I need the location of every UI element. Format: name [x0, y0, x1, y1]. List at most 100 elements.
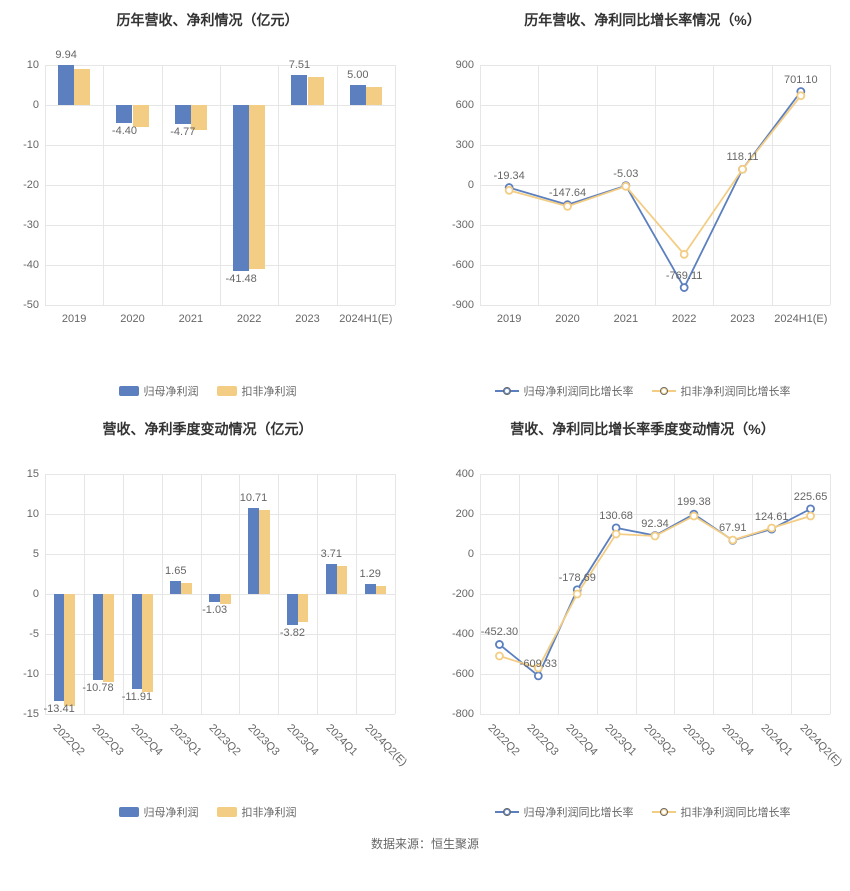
chart-panel-c2: 历年营收、净利同比增长率情况（%） -900-600-30003006009002…	[435, 10, 850, 399]
x-tick-label: 2023Q2	[642, 722, 678, 758]
bar	[337, 566, 348, 594]
value-label: 1.29	[359, 568, 380, 580]
x-tick-label: 2022Q2	[51, 722, 87, 758]
legend-item: 归母净利润	[119, 804, 199, 820]
y-tick-label: -5	[29, 628, 39, 640]
x-tick-label: 2021	[614, 313, 638, 325]
legend-item: 归母净利润	[119, 383, 199, 399]
x-tick-label: 2022Q2	[486, 722, 522, 758]
bar	[74, 69, 90, 105]
y-tick-label: 10	[27, 508, 39, 520]
line-marker	[622, 183, 629, 190]
bar	[209, 594, 220, 602]
chart-title: 营收、净利季度变动情况（亿元）	[0, 419, 415, 439]
bar	[350, 85, 366, 105]
grid-line	[480, 305, 830, 306]
legend: 归母净利润同比增长率 扣非净利润同比增长率	[435, 383, 850, 399]
legend-marker-icon	[661, 809, 667, 815]
legend-swatch-line	[495, 390, 519, 392]
line-chart-svg	[480, 474, 830, 714]
x-tick-label: 2023Q4	[719, 722, 755, 758]
legend-label: 归母净利润	[144, 383, 199, 399]
bar	[93, 594, 104, 680]
value-label: -147.64	[549, 187, 586, 199]
y-tick-label: 0	[33, 588, 39, 600]
y-tick-label: -20	[23, 179, 39, 191]
split-line	[201, 474, 202, 714]
bar	[366, 87, 382, 105]
chart-title: 历年营收、净利情况（亿元）	[0, 10, 415, 30]
value-label: -609.33	[520, 658, 557, 670]
bar	[249, 105, 265, 269]
line-marker	[506, 187, 513, 194]
chart-area: -50-40-30-20-100102019202020212022202320…	[0, 45, 415, 335]
value-label: -41.48	[226, 273, 257, 285]
x-tick-label: 2022	[237, 313, 261, 325]
split-line	[220, 65, 221, 305]
line-marker	[564, 203, 571, 210]
chart-area: -900-600-3000300600900201920202021202220…	[435, 45, 850, 335]
x-tick-label: 2023	[295, 313, 319, 325]
y-tick-label: 0	[468, 548, 474, 560]
value-label: 130.68	[599, 510, 633, 522]
legend-item: 归母净利润同比增长率	[495, 804, 634, 820]
value-label: 7.51	[289, 59, 310, 71]
split-line	[356, 474, 357, 714]
line-marker	[690, 513, 697, 520]
legend: 归母净利润同比增长率 扣非净利润同比增长率	[435, 804, 850, 820]
line-marker	[768, 525, 775, 532]
legend-item: 扣非净利润同比增长率	[652, 804, 791, 820]
x-tick-label: 2023Q2	[207, 722, 243, 758]
legend-swatch-bar	[217, 386, 237, 396]
split-line	[123, 474, 124, 714]
chart-area: -15-10-50510152022Q22022Q32022Q42023Q120…	[0, 454, 415, 744]
value-label: -769.11	[666, 270, 703, 282]
y-tick-label: -600	[452, 259, 474, 271]
split-line	[45, 65, 46, 305]
y-tick-label: 400	[456, 468, 474, 480]
y-tick-label: 5	[33, 548, 39, 560]
legend-label: 扣非净利润同比增长率	[681, 383, 791, 399]
bar	[116, 105, 132, 123]
x-tick-label: 2022Q4	[129, 722, 165, 758]
value-label: 225.65	[794, 491, 828, 503]
line-marker	[535, 672, 542, 679]
chart-title: 营收、净利同比增长率季度变动情况（%）	[435, 419, 850, 439]
value-label: -452.30	[481, 626, 518, 638]
legend-label: 归母净利润同比增长率	[524, 804, 634, 820]
y-tick-label: -50	[23, 299, 39, 311]
y-tick-label: -40	[23, 259, 39, 271]
value-label: 199.38	[677, 496, 711, 508]
bar	[233, 105, 249, 271]
value-label: 92.34	[641, 518, 669, 530]
x-tick-label: 2024H1(E)	[339, 313, 392, 325]
split-line	[45, 474, 46, 714]
data-source-text: 数据来源：恒生聚源	[0, 835, 850, 852]
line-marker	[807, 505, 814, 512]
grid-line	[45, 714, 395, 715]
chart-area: -800-600-400-20002004002022Q22022Q32022Q…	[435, 454, 850, 744]
bar	[326, 564, 337, 594]
line-marker	[496, 653, 503, 660]
value-label: -13.41	[43, 703, 74, 715]
value-label: 118.11	[726, 151, 758, 163]
bar	[291, 75, 307, 105]
line-marker	[681, 284, 688, 291]
line-marker	[496, 641, 503, 648]
grid-line	[45, 474, 395, 475]
legend-marker-icon	[504, 388, 510, 394]
x-tick-label: 2023	[730, 313, 754, 325]
line-marker	[613, 531, 620, 538]
chart-title: 历年营收、净利同比增长率情况（%）	[435, 10, 850, 30]
x-tick-label: 2022Q3	[90, 722, 126, 758]
chart-panel-c4: 营收、净利同比增长率季度变动情况（%）-800-600-400-20002004…	[435, 419, 850, 820]
legend-item: 归母净利润同比增长率	[495, 383, 634, 399]
value-label: -4.40	[112, 125, 137, 137]
bar	[175, 105, 191, 124]
value-label: 124.61	[755, 511, 789, 523]
y-tick-label: -400	[452, 628, 474, 640]
split-line	[162, 474, 163, 714]
legend: 归母净利润扣非净利润	[0, 804, 415, 820]
y-tick-label: 200	[456, 508, 474, 520]
y-tick-label: 0	[33, 99, 39, 111]
